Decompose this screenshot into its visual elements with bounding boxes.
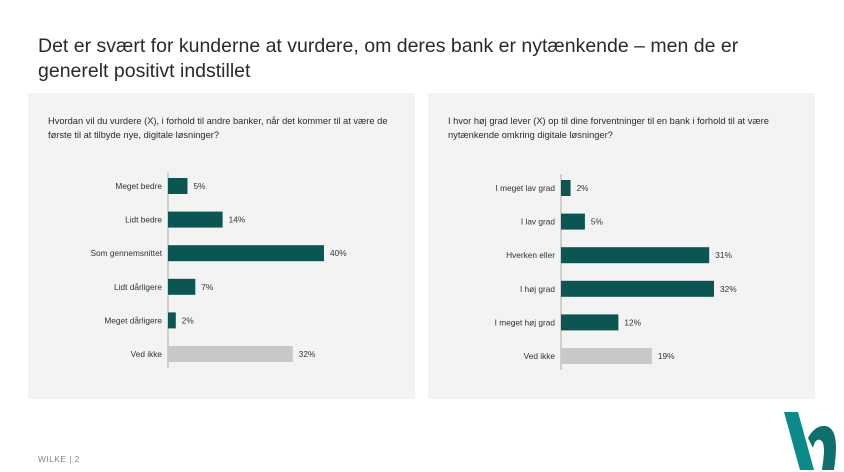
category-label: I lav grad <box>521 217 556 227</box>
bar <box>561 213 585 230</box>
bar <box>168 312 176 329</box>
bar <box>168 211 223 228</box>
value-label: 32% <box>299 349 316 359</box>
value-label: 19% <box>658 351 675 361</box>
wilke-logo <box>784 412 836 470</box>
bar-chart-left: Meget bedre 5% Lidt bedre 14% Som gennemsnit… <box>91 172 347 368</box>
value-label: 31% <box>715 250 732 260</box>
bar <box>168 278 196 295</box>
category-label: Som gennemsnittet <box>91 248 163 258</box>
bar <box>168 245 324 262</box>
bar-neutral <box>168 346 293 362</box>
value-label: 32% <box>720 284 737 294</box>
category-label: Hverken eller <box>506 250 555 260</box>
bar <box>561 314 619 331</box>
bar-neutral <box>561 348 652 364</box>
logo-right-stroke <box>808 425 836 470</box>
category-label: Ved ikke <box>131 349 163 359</box>
category-label: I meget høj grad <box>495 317 556 327</box>
page-title: Det er svært for kunderne at vurdere, om… <box>38 35 739 82</box>
value-label: 7% <box>201 282 214 292</box>
bar <box>168 178 188 194</box>
bar <box>561 280 714 297</box>
value-label: 2% <box>182 315 195 325</box>
bar <box>561 180 571 196</box>
category-label: Ved ikke <box>524 351 556 361</box>
footer-page-label: WILKE | 2 <box>38 454 80 464</box>
value-label: 5% <box>194 181 207 191</box>
chart-question-left: Hvordan vil du vurdere (X), i forhold ti… <box>48 116 388 140</box>
logo-left-stroke <box>784 412 814 470</box>
chart-question-right: I hvor høj grad lever (X) op til dine fo… <box>448 116 769 140</box>
value-label: 12% <box>624 317 641 327</box>
bar-chart-right: I meget lav grad 2% I lav grad 5% Hverken el… <box>495 174 737 370</box>
category-label: Lidt dårligere <box>114 282 162 292</box>
category-label: Meget dårligere <box>104 315 162 325</box>
chart-panel-left: Hvordan vil du vurdere (X), i forhold ti… <box>28 93 415 399</box>
category-label: Meget bedre <box>115 181 162 191</box>
chart-panel-right: I hvor høj grad lever (X) op til dine fo… <box>428 93 815 399</box>
value-label: 2% <box>577 183 590 193</box>
value-label: 40% <box>330 248 347 258</box>
bar <box>561 247 710 264</box>
category-label: Lidt bedre <box>125 215 162 225</box>
value-label: 5% <box>591 217 604 227</box>
category-label: I meget lav grad <box>496 183 556 193</box>
category-label: I høj grad <box>520 284 555 294</box>
value-label: 14% <box>229 215 246 225</box>
